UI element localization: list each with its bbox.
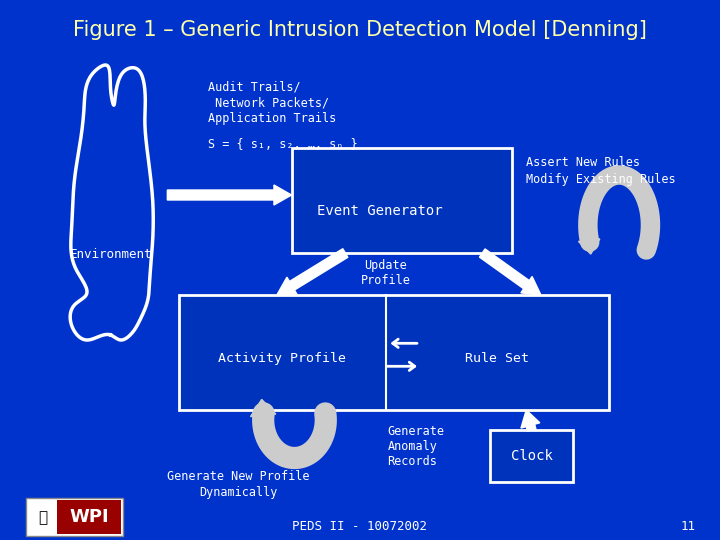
Text: Anomaly: Anomaly bbox=[387, 440, 438, 453]
Text: Assert New Rules: Assert New Rules bbox=[526, 157, 640, 170]
Text: Modify Existing Rules: Modify Existing Rules bbox=[526, 173, 676, 186]
Polygon shape bbox=[578, 237, 600, 254]
Text: Records: Records bbox=[387, 455, 438, 468]
Text: PEDS II - 10072002: PEDS II - 10072002 bbox=[292, 521, 428, 534]
Text: Figure 1 – Generic Intrusion Detection Model [Denning]: Figure 1 – Generic Intrusion Detection M… bbox=[73, 20, 647, 40]
Bar bbox=[25, 498, 123, 536]
Bar bbox=[292, 148, 512, 253]
Text: Audit Trails/: Audit Trails/ bbox=[208, 80, 301, 93]
Text: 11: 11 bbox=[680, 521, 695, 534]
Polygon shape bbox=[521, 410, 540, 431]
Text: Event Generator: Event Generator bbox=[317, 204, 442, 218]
Text: Rule Set: Rule Set bbox=[466, 352, 529, 365]
Text: Network Packets/: Network Packets/ bbox=[208, 96, 330, 109]
Text: Generate New Profile: Generate New Profile bbox=[168, 470, 310, 483]
Polygon shape bbox=[70, 65, 153, 340]
Polygon shape bbox=[277, 249, 348, 295]
Polygon shape bbox=[480, 249, 541, 295]
Text: Clock: Clock bbox=[510, 449, 552, 463]
Text: Dynamically: Dynamically bbox=[199, 486, 278, 499]
Polygon shape bbox=[251, 400, 276, 417]
Text: Update
Profile: Update Profile bbox=[361, 259, 410, 287]
Text: Environment: Environment bbox=[69, 248, 152, 261]
Polygon shape bbox=[167, 185, 292, 205]
Text: Activity Profile: Activity Profile bbox=[218, 352, 346, 365]
Text: Application Trails: Application Trails bbox=[208, 112, 337, 125]
Text: WPI: WPI bbox=[69, 508, 109, 526]
Text: S = { s₁, s₂, …, sₙ }: S = { s₁, s₂, …, sₙ } bbox=[208, 138, 358, 151]
Bar bbox=[179, 295, 609, 410]
Bar bbox=[57, 500, 122, 534]
Bar bbox=[490, 430, 573, 482]
Text: Generate: Generate bbox=[387, 425, 444, 438]
Text: 🏛: 🏛 bbox=[39, 510, 48, 525]
